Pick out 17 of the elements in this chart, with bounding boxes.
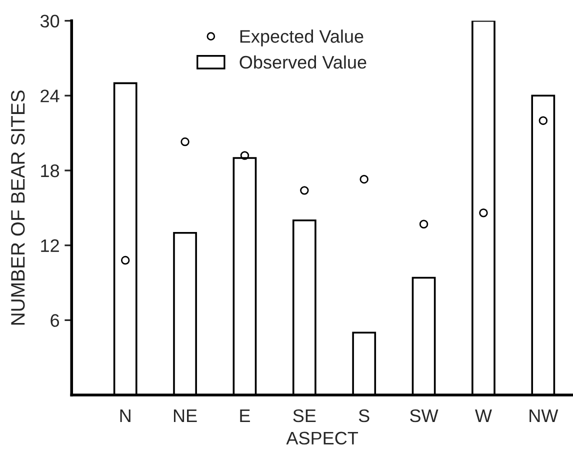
y-axis-title: NUMBER OF BEAR SITES [11,90,25,325]
x-axis-title: ASPECT [286,432,358,445]
x-tick-label: SE [293,409,316,422]
y-tick-label: 6 [50,314,60,327]
x-tick-label: S [358,409,370,422]
y-tick-label: 24 [40,90,60,102]
x-tick-label: W [475,410,492,422]
y-tick-label: 18 [41,164,60,178]
legend-label: Expected Value [240,30,364,46]
x-tick-label: SW [410,409,438,422]
y-tick-label: 12 [41,239,59,252]
x-tick-label: NW [530,410,558,422]
x-tick-label: N [120,410,130,422]
x-tick-label: E [240,410,250,422]
x-tick-label: NE [174,410,197,422]
legend-label: Observed Value [240,55,366,69]
y-tick-label: 30 [40,14,60,28]
